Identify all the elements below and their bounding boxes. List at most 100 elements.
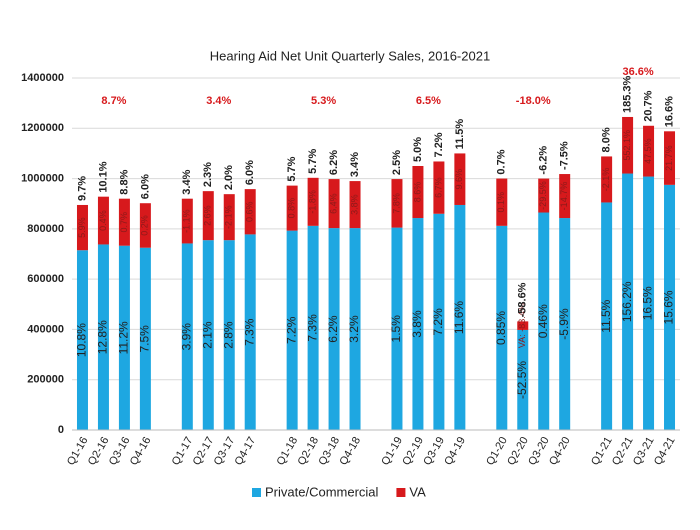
segment-label: 1.5% xyxy=(389,315,403,343)
segment-label: 3.9% xyxy=(179,323,193,351)
y-tick-label: 1200000 xyxy=(21,122,64,134)
bar-segment xyxy=(76,250,88,430)
legend-label: VA xyxy=(409,484,426,499)
bar-segment xyxy=(181,243,193,430)
total-label: -6.2% xyxy=(538,146,550,175)
bar-segment xyxy=(244,189,256,235)
total-label: 7.2% xyxy=(433,132,445,157)
segment-label: 10.8% xyxy=(75,323,89,357)
total-label: 0.7% xyxy=(496,149,508,174)
segment-label: 16.5% xyxy=(641,286,655,320)
bar-segment xyxy=(559,218,571,430)
segment-label: 15.6% xyxy=(662,290,676,324)
bar-segment xyxy=(328,179,340,229)
bar-segment xyxy=(391,227,403,430)
segment-label: 7.3% xyxy=(305,314,319,342)
bar-segment xyxy=(622,173,634,431)
bar-segment xyxy=(349,181,361,229)
segment-label: 2.8% xyxy=(221,321,235,349)
total-label: 3.4% xyxy=(349,152,361,177)
bar-segment xyxy=(97,244,109,430)
segment-label: -14.7% xyxy=(559,182,569,211)
x-tick-label: Q4-16 xyxy=(128,435,154,467)
total-label: -58.6% xyxy=(517,282,529,317)
bar-segment xyxy=(538,178,550,213)
segment-label: -2.1% xyxy=(601,168,611,192)
segment-label: -1.1% xyxy=(182,209,192,233)
y-tick-label: 800000 xyxy=(27,223,64,235)
y-tick-label: 0 xyxy=(58,424,64,436)
segment-label: 6.7% xyxy=(433,177,443,198)
x-tick-label: Q4-20 xyxy=(547,435,573,467)
bar-segment xyxy=(412,218,424,430)
bar-segment xyxy=(391,179,403,228)
bar-segment xyxy=(307,225,319,430)
total-label: 8.8% xyxy=(118,169,130,194)
segment-label: 2.6% xyxy=(203,205,213,226)
bar-segment xyxy=(622,116,634,174)
x-tick-label: Q4-17 xyxy=(233,435,259,467)
total-label: 2.0% xyxy=(223,165,235,190)
segment-label: 5.9% xyxy=(77,217,87,238)
segment-label: 0.46% xyxy=(536,304,550,338)
year-growth-label: 36.6% xyxy=(622,66,653,78)
bar-segment xyxy=(139,203,151,248)
bar-segment xyxy=(286,230,298,430)
bar-segment xyxy=(496,225,508,430)
segment-label: 9.6% xyxy=(454,169,464,190)
bar-segment xyxy=(454,204,466,430)
bar-segment xyxy=(139,247,151,430)
segment-label: 3.8% xyxy=(349,194,359,215)
legend-label: Private/Commercial xyxy=(265,484,379,499)
bar-segment xyxy=(664,131,676,185)
segment-label: 3.8% xyxy=(410,310,424,338)
total-label: 5.7% xyxy=(307,149,319,174)
total-label: 2.5% xyxy=(391,150,403,175)
bar-segment xyxy=(76,204,88,251)
bar-segment xyxy=(349,228,361,430)
x-tick-label: Q4-21 xyxy=(652,435,678,467)
bar-segment xyxy=(223,240,235,430)
segment-label: 0.6% xyxy=(245,202,255,223)
bar-segment xyxy=(433,213,445,430)
segment-label: 6.4% xyxy=(328,193,338,214)
bar-segment xyxy=(202,191,214,241)
total-label: 11.5% xyxy=(454,119,466,150)
segment-label: 11.6% xyxy=(452,301,466,334)
segment-label: 47.5% xyxy=(643,138,653,164)
total-label: 5.7% xyxy=(286,156,298,181)
total-label: 185.3% xyxy=(621,75,633,113)
bar-segment xyxy=(517,321,529,330)
year-growth-label: 8.7% xyxy=(101,95,126,107)
y-tick-label: 1400000 xyxy=(21,72,64,84)
x-tick-label: Q4-18 xyxy=(337,435,363,467)
legend-swatch xyxy=(252,488,261,497)
segment-label: 7.3% xyxy=(242,318,256,346)
segment-label: 7.2% xyxy=(284,316,298,344)
total-label: 5.0% xyxy=(412,137,424,162)
y-tick-label: 400000 xyxy=(27,323,64,335)
bar-segment xyxy=(286,185,298,231)
bar-segment xyxy=(328,228,340,430)
bar-segment xyxy=(244,234,256,430)
bar-segment xyxy=(307,177,319,226)
bar-segment xyxy=(496,178,508,226)
segment-label: 0.4% xyxy=(98,210,108,231)
year-growth-label: -18.0% xyxy=(516,95,551,107)
total-label: 2.3% xyxy=(202,162,214,187)
bar-segment xyxy=(223,194,235,241)
segment-label: 0.7% xyxy=(119,212,129,233)
bar-segment xyxy=(118,245,130,430)
segment-label: 6.2% xyxy=(326,315,340,343)
segment-label: 0.2% xyxy=(140,215,150,236)
bar-segment xyxy=(454,153,466,205)
total-label: 20.7% xyxy=(642,90,654,121)
segment-label: 3.2% xyxy=(347,315,361,343)
bar-segment xyxy=(643,125,655,177)
bar-segment xyxy=(643,176,655,430)
x-tick-label: Q4-19 xyxy=(442,435,468,467)
bar-segment xyxy=(202,240,214,430)
segment-label: 8.6% xyxy=(412,182,422,203)
legend-swatch xyxy=(396,488,406,497)
segment-label: -5.9% xyxy=(557,308,571,340)
